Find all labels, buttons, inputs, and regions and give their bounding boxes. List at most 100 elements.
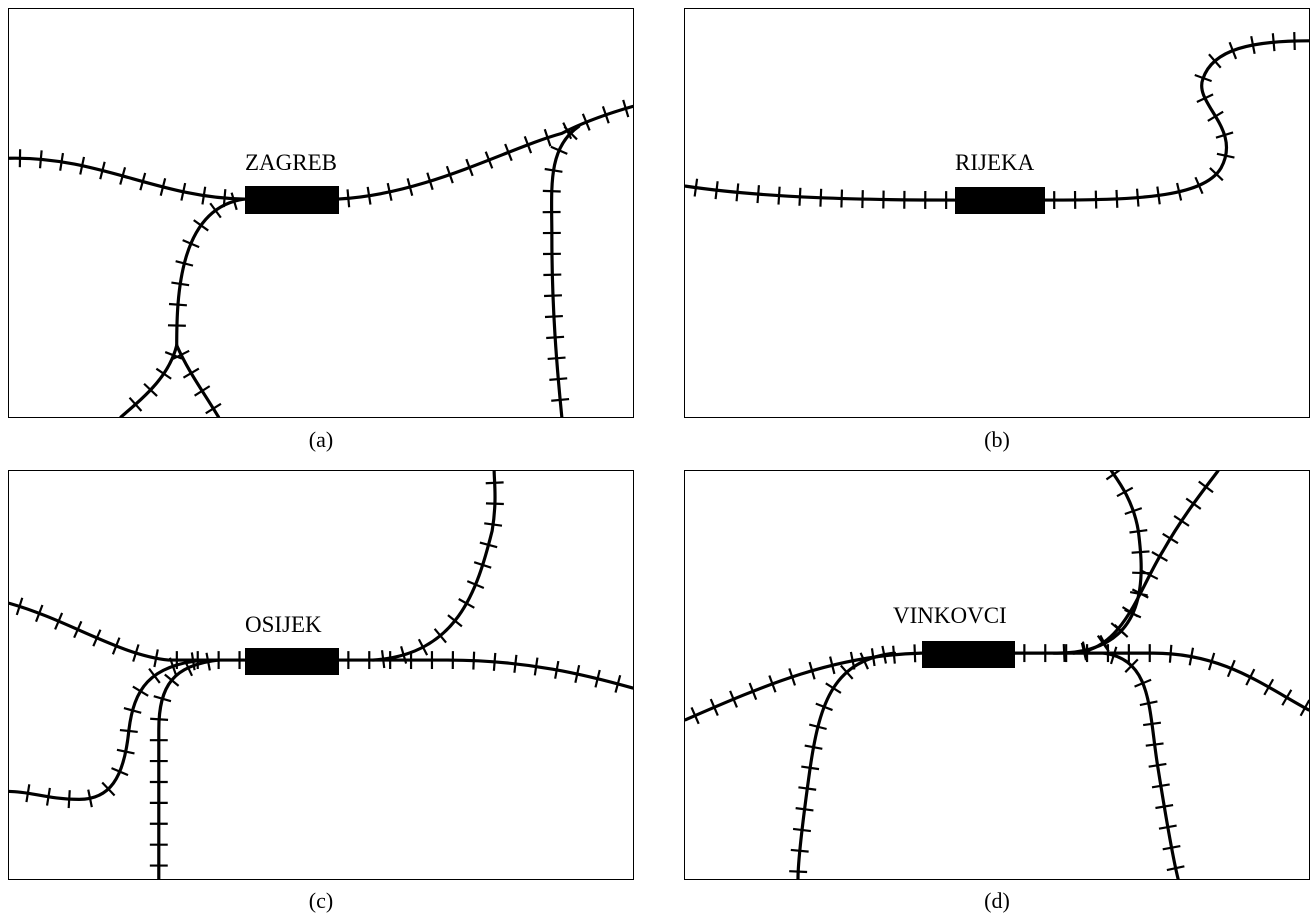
track-tie: [99, 161, 106, 180]
track-tie: [1131, 588, 1149, 599]
track-south-branch: [175, 197, 246, 347]
track-tie: [445, 165, 454, 184]
track-tie: [690, 706, 700, 725]
track-tie: [870, 648, 876, 667]
panel-a-diagram: ZAGREB: [8, 8, 634, 418]
track-tie: [808, 661, 816, 680]
track-southwest: [796, 651, 897, 879]
track-tie: [792, 827, 811, 833]
track-tie: [729, 690, 738, 708]
track-tie: [139, 172, 147, 191]
track-tie: [1166, 865, 1185, 872]
track-tie: [1145, 742, 1164, 747]
track-east: [1042, 39, 1309, 202]
track-tie: [87, 789, 93, 808]
track-tie: [473, 561, 492, 569]
track-tie: [153, 649, 159, 668]
track-tie: [164, 351, 183, 360]
station-label: RIJEKA: [955, 150, 1035, 175]
track-tie: [801, 765, 820, 771]
track-tie: [1162, 844, 1181, 851]
track-tie: [735, 183, 740, 202]
track-tie: [209, 202, 222, 219]
track-tie: [1080, 642, 1088, 661]
track-tie: [1188, 647, 1195, 666]
track-ties: [1053, 32, 1296, 210]
track-tie: [1208, 53, 1222, 69]
panel-c-diagram: OSIJEK: [8, 470, 634, 880]
track-tie: [38, 150, 43, 169]
track-tie: [1141, 569, 1159, 580]
track-tie: [849, 651, 856, 670]
track-east: [336, 104, 633, 201]
track-tie: [492, 652, 497, 671]
track-tie: [1155, 803, 1174, 810]
track-tie: [1207, 110, 1224, 122]
track-tie: [550, 145, 568, 155]
track-tie: [59, 152, 65, 171]
track-tie: [547, 356, 566, 361]
track-tie: [1158, 824, 1177, 830]
track-tie: [1134, 678, 1152, 688]
track-tie: [1185, 497, 1202, 510]
track-tie: [132, 685, 149, 697]
track-tie: [1194, 73, 1212, 83]
station-block: [245, 186, 339, 214]
track-ties: [693, 178, 948, 210]
track-east: [1012, 651, 1309, 712]
track-tie: [544, 314, 563, 319]
track-tie: [484, 522, 503, 527]
track-tie: [400, 646, 408, 664]
track-tie: [523, 136, 533, 154]
track-tie: [1194, 176, 1204, 195]
track-tie: [182, 367, 200, 379]
track-tie: [380, 650, 386, 669]
track-tie: [790, 848, 809, 853]
track-tie: [35, 604, 44, 623]
track-tie: [1271, 33, 1276, 52]
track-tie: [1105, 471, 1121, 481]
track-tie: [485, 502, 504, 506]
track-ties: [346, 99, 630, 208]
track-tie: [45, 787, 51, 806]
track-tie: [119, 167, 127, 185]
track-tie: [148, 667, 161, 684]
track-tie: [175, 260, 194, 267]
track-tie: [123, 707, 142, 714]
track-tie: [1135, 188, 1140, 207]
track-tie: [222, 189, 227, 208]
track-tie: [1168, 644, 1173, 663]
track-tie: [1143, 721, 1162, 727]
track-tie: [1062, 643, 1066, 662]
track-tie: [458, 598, 475, 609]
track-ties: [1109, 646, 1185, 872]
track-tie: [180, 182, 187, 201]
track-tie: [504, 143, 513, 162]
track-tie: [808, 723, 827, 731]
track-ties: [1023, 644, 1309, 717]
track-tie: [840, 664, 854, 680]
track-tie: [485, 481, 504, 485]
track-west: [9, 601, 246, 662]
track-tie: [92, 629, 102, 647]
station-label: OSIJEK: [245, 612, 322, 637]
track-tie: [795, 807, 814, 812]
track-tie: [1263, 678, 1275, 696]
track-tie: [1198, 480, 1214, 494]
track-tie: [756, 185, 760, 204]
track-tie: [551, 397, 570, 402]
track-ties: [542, 125, 578, 402]
track-tie: [116, 748, 135, 755]
track-ties: [128, 351, 183, 412]
track-tie: [693, 178, 699, 197]
caption-a: (a): [308, 427, 334, 452]
track-west: [9, 156, 246, 201]
track-tie: [205, 402, 222, 415]
track-tie: [15, 597, 24, 616]
station-label: VINKOVCI: [893, 603, 1007, 628]
track-tie: [543, 128, 552, 147]
track-tie: [819, 188, 823, 207]
track-tie: [1215, 131, 1234, 139]
track-tie: [804, 744, 823, 750]
track-tie: [1121, 606, 1139, 618]
